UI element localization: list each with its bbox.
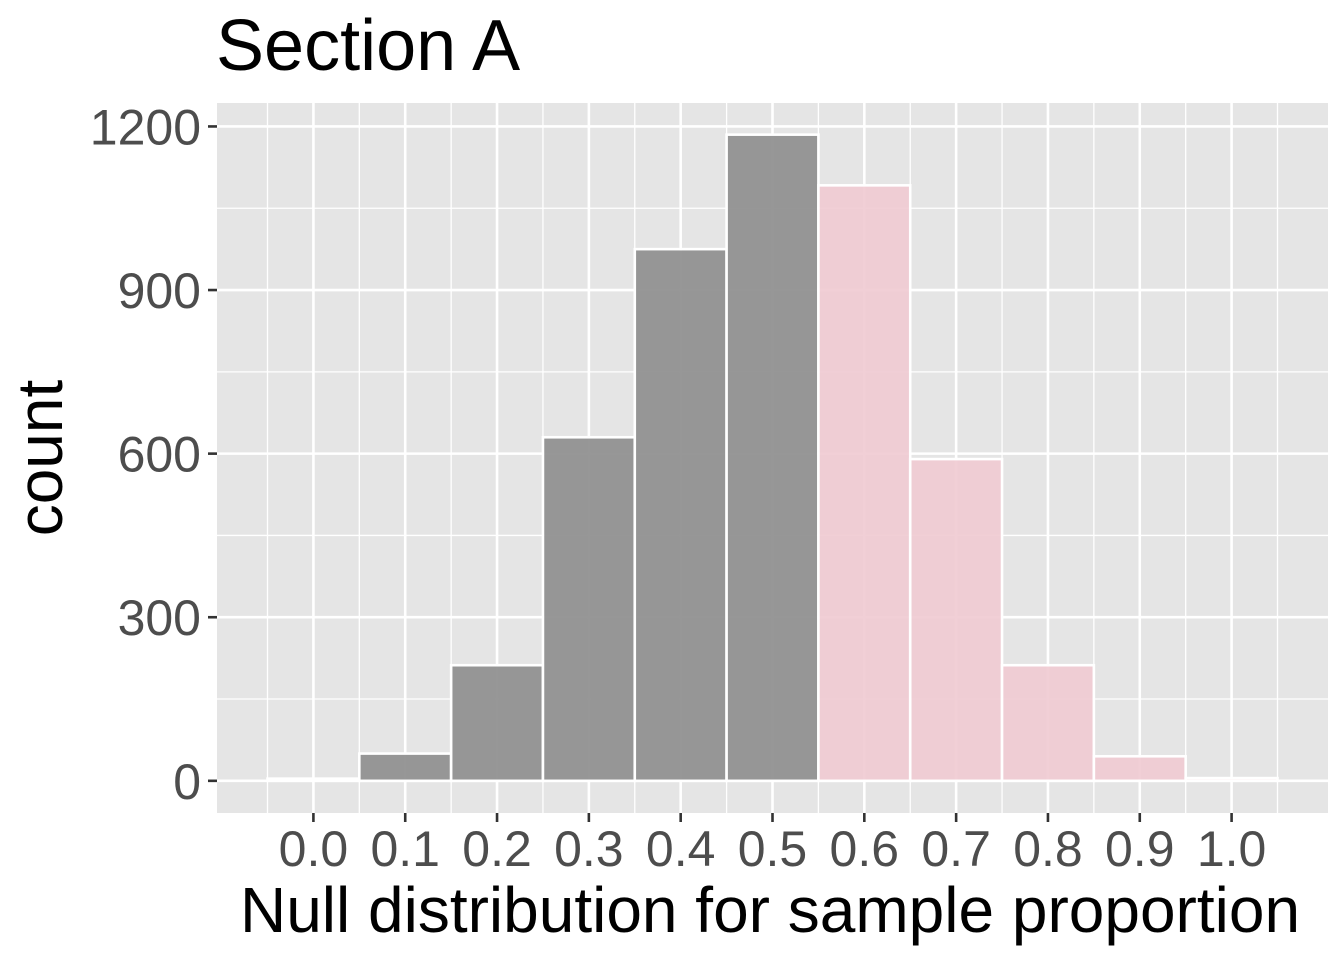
y-tick-label: 1200: [90, 99, 201, 155]
x-tick-label: 0.5: [738, 821, 808, 877]
x-tick-label: 1.0: [1197, 821, 1267, 877]
histogram-bar: [633, 247, 728, 783]
x-tick-label: 0.1: [370, 821, 440, 877]
histogram-bar: [908, 457, 1004, 783]
histogram-bar: [1092, 754, 1187, 783]
y-tick-label: 900: [118, 263, 201, 319]
histogram-bar: [541, 435, 637, 783]
histogram-bar: [1000, 663, 1096, 783]
histogram-bar: [266, 777, 361, 783]
histogram-bars: [266, 133, 1279, 783]
x-tick-label: 0.7: [921, 821, 991, 877]
histogram-bar: [1184, 776, 1279, 783]
x-tick-label: 0.0: [279, 821, 349, 877]
y-axis: 0 300 600 900 1200: [90, 99, 217, 810]
x-tick-label: 0.2: [462, 821, 532, 877]
y-tick-label: 0: [173, 754, 201, 810]
y-tick-label: 600: [118, 427, 201, 483]
x-tick-label: 0.4: [646, 821, 716, 877]
x-tick-label: 0.3: [554, 821, 624, 877]
histogram-bar: [817, 184, 912, 783]
histogram-bar: [358, 752, 453, 783]
x-tick-label: 0.6: [830, 821, 900, 877]
x-tick-label: 0.8: [1013, 821, 1083, 877]
x-tick-label: 0.9: [1105, 821, 1175, 877]
x-axis: 0.0 0.1 0.2 0.3 0.4 0.5 0.6 0.7 0.8 0.9 1.0: [279, 813, 1267, 877]
y-axis-title: count: [4, 380, 76, 537]
chart-title: Section A: [216, 6, 520, 86]
histogram-bar: [725, 133, 820, 783]
histogram-bar: [449, 663, 545, 783]
y-tick-label: 300: [118, 590, 201, 646]
x-axis-title: Null distribution for sample proportion: [240, 874, 1300, 946]
